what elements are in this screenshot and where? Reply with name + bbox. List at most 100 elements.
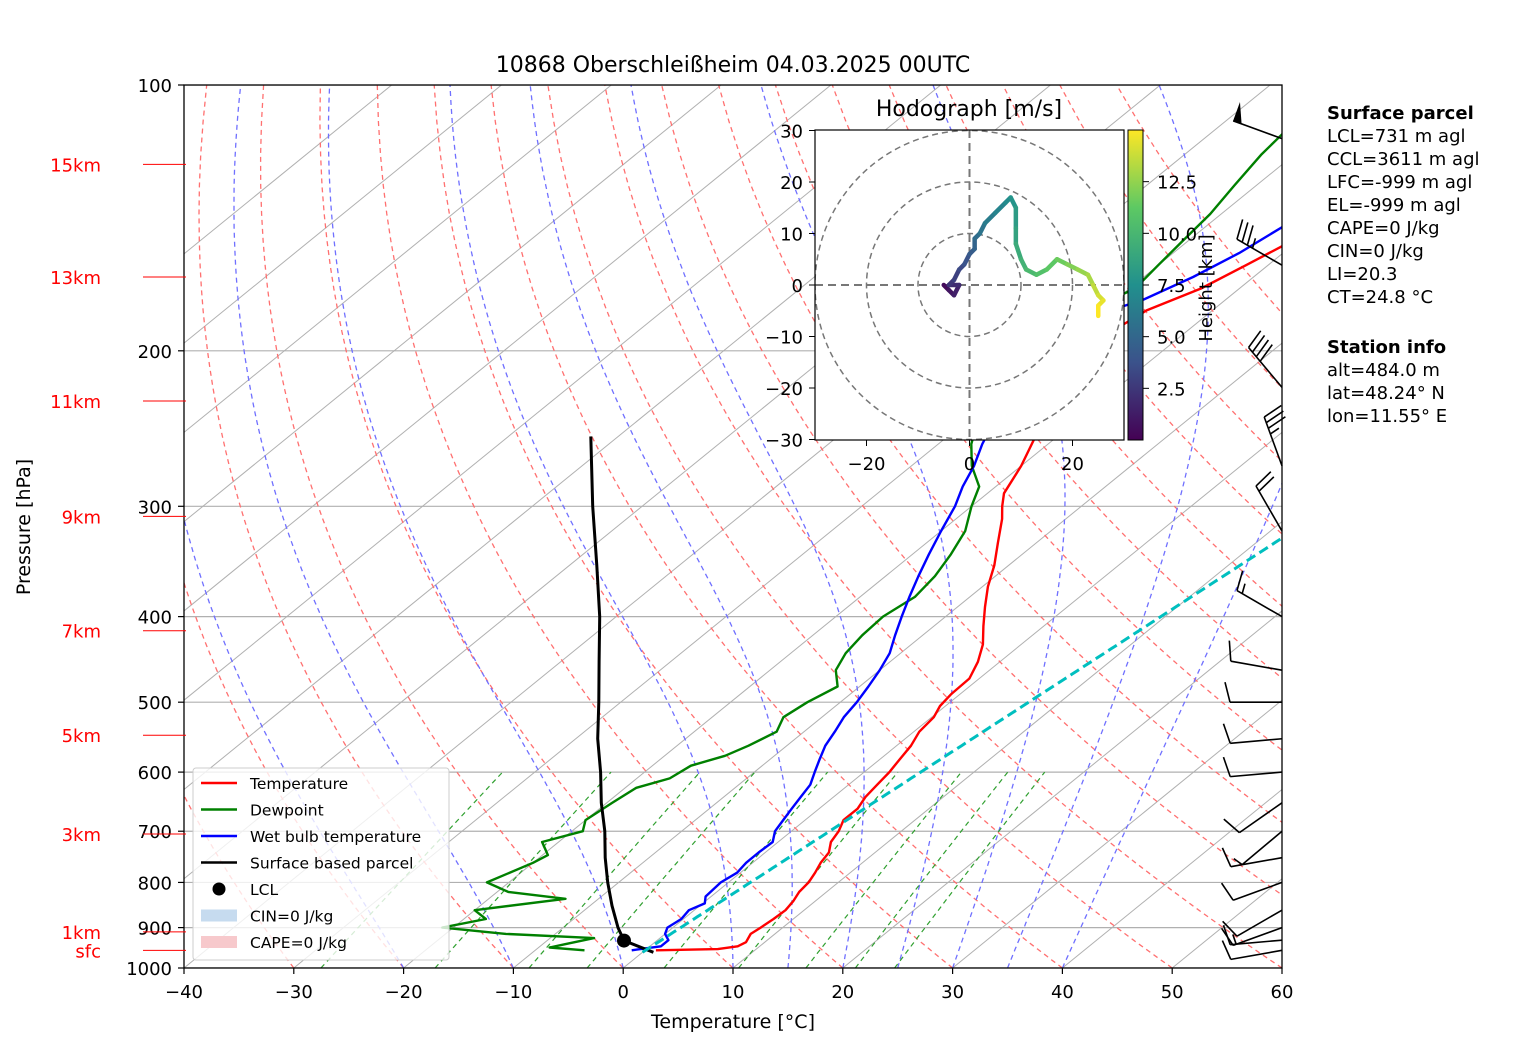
legend-label: Wet bulb temperature bbox=[250, 828, 421, 846]
surface-based-parcel-line bbox=[591, 436, 654, 952]
wind-barb-staff bbox=[1230, 772, 1282, 777]
legend-swatch bbox=[201, 936, 237, 948]
wind-barb bbox=[1222, 882, 1282, 900]
chart-title: 10868 Oberschleißheim 04.03.2025 00UTC bbox=[496, 53, 971, 78]
wind-barb bbox=[1229, 641, 1282, 671]
station-info-line: lon=11.55° E bbox=[1327, 405, 1480, 428]
surface-parcel-line: EL=-999 m agl bbox=[1327, 194, 1480, 217]
wind-barb-full bbox=[1259, 477, 1274, 491]
height-label: sfc bbox=[75, 941, 101, 962]
legend-swatch bbox=[213, 883, 226, 896]
wind-barb-staff bbox=[1233, 121, 1282, 139]
wind-barb-full bbox=[1247, 225, 1253, 245]
surface-parcel-title: Surface parcel bbox=[1327, 102, 1480, 125]
height-label: 13km bbox=[50, 268, 101, 289]
wind-barb-staff bbox=[1256, 486, 1282, 531]
legend-label: Dewpoint bbox=[250, 802, 324, 820]
colorbar-tick-label: 2.5 bbox=[1157, 379, 1186, 400]
mixing-ratio-line bbox=[664, 772, 828, 968]
station-info-line: lat=48.24° N bbox=[1327, 382, 1480, 405]
x-tick-label: −10 bbox=[494, 982, 532, 1003]
wind-barb-staff bbox=[1230, 739, 1282, 744]
wind-barb-full bbox=[1252, 335, 1264, 352]
wind-barb bbox=[1249, 331, 1282, 388]
y-tick-label: 200 bbox=[138, 342, 172, 363]
wind-barb bbox=[1223, 910, 1282, 936]
y-tick-label: 100 bbox=[138, 76, 172, 97]
wind-barb-full bbox=[1256, 340, 1268, 357]
hodograph-title: Hodograph [m/s] bbox=[876, 97, 1062, 122]
hodograph-y-tick-label: −10 bbox=[765, 328, 803, 349]
y-tick-label: 1000 bbox=[126, 959, 172, 980]
surface-parcel-line: LI=20.3 bbox=[1327, 263, 1480, 286]
legend-label: Temperature bbox=[249, 775, 348, 793]
height-label: 15km bbox=[50, 155, 101, 176]
wind-barb-full bbox=[1237, 571, 1243, 591]
y-tick-label: 600 bbox=[138, 763, 172, 784]
surface-parcel-line: LCL=731 m agl bbox=[1327, 125, 1480, 148]
height-label: 7km bbox=[62, 622, 101, 643]
x-tick-label: −30 bbox=[275, 982, 313, 1003]
x-tick-label: 50 bbox=[1161, 982, 1184, 1003]
wind-barb bbox=[1225, 682, 1282, 702]
x-tick-label: 30 bbox=[941, 982, 964, 1003]
wind-barb-full bbox=[1268, 417, 1285, 429]
x-tick-label: 10 bbox=[722, 982, 745, 1003]
mixing-ratio-line bbox=[855, 772, 1007, 968]
legend-label: CIN=0 J/kg bbox=[250, 908, 333, 926]
height-label: 3km bbox=[62, 825, 101, 846]
x-tick-label: −20 bbox=[385, 982, 423, 1003]
wind-barb-staff bbox=[1237, 910, 1282, 936]
height-label: 5km bbox=[62, 726, 101, 747]
lcl-marker bbox=[617, 934, 631, 948]
height-label: 11km bbox=[50, 392, 101, 413]
surface-parcel-line: CT=24.8 °C bbox=[1327, 286, 1480, 309]
wind-barb bbox=[1224, 803, 1282, 833]
legend-label: Surface based parcel bbox=[250, 855, 413, 873]
wind-barb-staff bbox=[1237, 591, 1282, 617]
hodograph-y-tick-label: 10 bbox=[780, 225, 803, 246]
wind-barb-half bbox=[1270, 428, 1279, 434]
mixing-ratio-line bbox=[895, 772, 1045, 968]
wind-barb-staff bbox=[1231, 661, 1282, 670]
x-axis-label: Temperature [°C] bbox=[650, 1011, 815, 1033]
hodograph-y-tick-label: −30 bbox=[765, 431, 803, 452]
x-tick-label: 40 bbox=[1051, 982, 1074, 1003]
wind-barb-full bbox=[1225, 682, 1230, 702]
wind-barb bbox=[1233, 102, 1282, 139]
height-label: 1km bbox=[62, 923, 101, 944]
y-tick-label: 800 bbox=[138, 873, 172, 894]
hodograph-y-tick-label: −20 bbox=[765, 379, 803, 400]
wind-barb bbox=[1237, 571, 1282, 617]
wind-barb-full bbox=[1266, 411, 1283, 423]
surface-parcel-line: LFC=-999 m agl bbox=[1327, 171, 1480, 194]
wind-barb-full bbox=[1222, 883, 1234, 900]
y-tick-label: 500 bbox=[138, 693, 172, 714]
wind-barb-staff bbox=[1242, 831, 1282, 864]
legend-label: LCL bbox=[250, 881, 278, 899]
colorbar-tick-label: 7.5 bbox=[1157, 276, 1186, 297]
wind-barb-full bbox=[1222, 848, 1230, 867]
colorbar-tick-label: 5.0 bbox=[1157, 328, 1186, 349]
hodograph-x-tick-label: −20 bbox=[848, 454, 886, 475]
hodograph-x-tick-label: 0 bbox=[964, 454, 975, 475]
x-tick-label: 60 bbox=[1271, 982, 1294, 1003]
y-tick-label: 900 bbox=[138, 919, 172, 940]
hodograph-y-tick-label: 30 bbox=[780, 122, 803, 143]
y-axis-label: Pressure [hPa] bbox=[13, 459, 35, 595]
wind-barb-staff bbox=[1237, 239, 1282, 265]
wind-barb-full bbox=[1237, 219, 1243, 239]
x-tick-label: 0 bbox=[617, 982, 628, 1003]
surface-parcel-line: CAPE=0 J/kg bbox=[1327, 217, 1480, 240]
hodograph-y-tick-label: 20 bbox=[780, 173, 803, 194]
wind-barb-full bbox=[1249, 331, 1261, 348]
station-info-title: Station info bbox=[1327, 336, 1480, 359]
info-panel: Surface parcel LCL=731 m agl CCL=3611 m … bbox=[1327, 102, 1480, 428]
colorbar-tick-label: 10.0 bbox=[1157, 224, 1197, 245]
hodograph-y-tick-label: 0 bbox=[792, 276, 803, 297]
surface-parcel-line: CIN=0 J/kg bbox=[1327, 240, 1480, 263]
wind-barb bbox=[1256, 472, 1282, 531]
legend-label: CAPE=0 J/kg bbox=[250, 934, 347, 952]
wind-barb-full bbox=[1223, 724, 1230, 743]
